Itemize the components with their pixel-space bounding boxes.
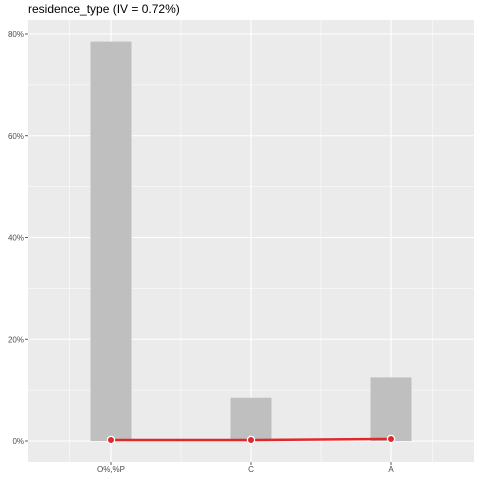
points <box>106 434 396 445</box>
y-tick-label: 60% <box>8 132 24 141</box>
x-tick-label: C <box>248 465 254 474</box>
y-tick-label: 40% <box>8 234 24 243</box>
y-tick-label: 20% <box>8 335 24 344</box>
y-axis: 0% 20% 40% 60% 80% <box>8 30 28 446</box>
x-axis: O%,%P C A <box>97 462 394 474</box>
bars <box>90 41 412 441</box>
x-tick-label: O%,%P <box>97 465 125 474</box>
point-3 <box>386 434 396 444</box>
y-tick-label: 80% <box>8 30 24 39</box>
x-tick-label: A <box>388 465 394 474</box>
bar-3 <box>370 377 412 441</box>
y-tick-label: 0% <box>12 437 24 446</box>
bar-1 <box>90 41 132 441</box>
bar-2 <box>230 397 272 441</box>
point-1 <box>106 435 116 445</box>
point-2 <box>246 435 256 445</box>
chart-title: residence_type (IV = 0.72%) <box>28 2 180 16</box>
